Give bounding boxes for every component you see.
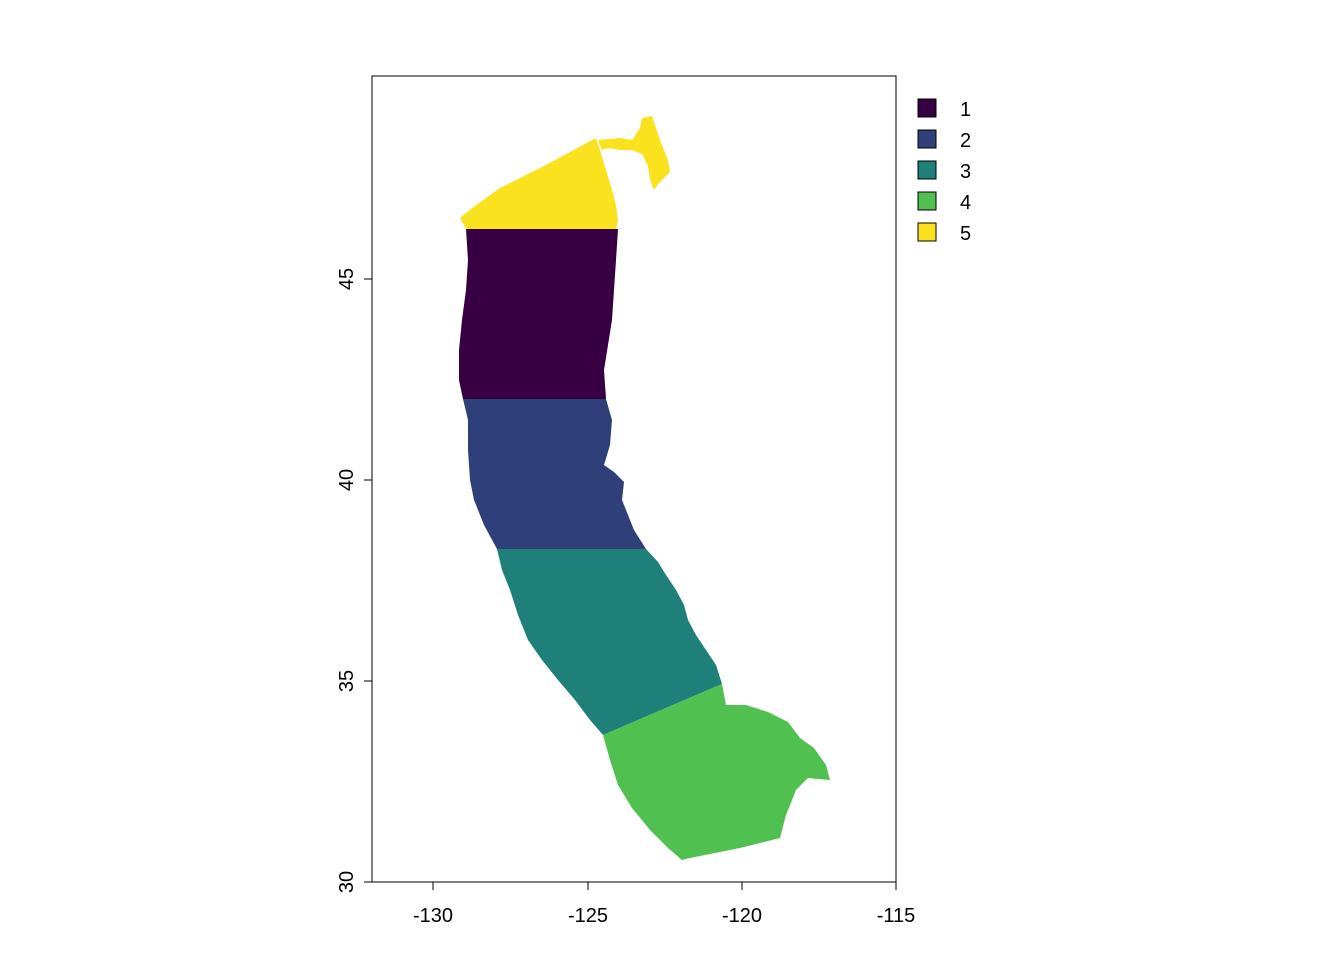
legend-item: 3 — [917, 160, 971, 183]
legend-swatch — [917, 191, 937, 211]
legend-item: 2 — [917, 129, 971, 152]
y-tick-label: 45 — [336, 268, 358, 290]
y-axis: 30 35 40 45 — [336, 268, 372, 893]
y-tick-label: 40 — [336, 469, 358, 491]
region-5 — [460, 138, 618, 229]
legend-label: 2 — [960, 130, 971, 152]
legend: 1 2 3 4 5 — [917, 98, 971, 245]
legend-swatch — [917, 98, 937, 118]
x-tick-label: -130 — [413, 905, 453, 927]
x-tick-label: -115 — [877, 905, 916, 927]
legend-item: 4 — [917, 191, 971, 214]
y-tick-label: 35 — [336, 670, 358, 692]
x-tick-label: -125 — [568, 905, 608, 927]
region-1 — [459, 229, 618, 399]
legend-item: 1 — [917, 98, 971, 121]
region-5-estuary — [598, 116, 670, 190]
legend-label: 1 — [960, 99, 971, 121]
legend-label: 3 — [960, 161, 971, 183]
legend-swatch — [917, 222, 937, 242]
legend-swatch — [917, 129, 937, 149]
plot-frame — [371, 75, 897, 883]
region-2 — [463, 399, 646, 549]
x-axis: -130 -125 -120 -115 — [413, 882, 915, 927]
y-tick-label: 30 — [336, 871, 358, 893]
region-4 — [603, 684, 830, 860]
legend-label: 4 — [960, 192, 971, 214]
region-3 — [497, 549, 722, 735]
regions — [459, 116, 830, 860]
legend-item: 5 — [917, 222, 971, 245]
legend-swatch — [917, 160, 937, 180]
legend-label: 5 — [960, 223, 971, 245]
x-tick-label: -120 — [722, 905, 762, 927]
